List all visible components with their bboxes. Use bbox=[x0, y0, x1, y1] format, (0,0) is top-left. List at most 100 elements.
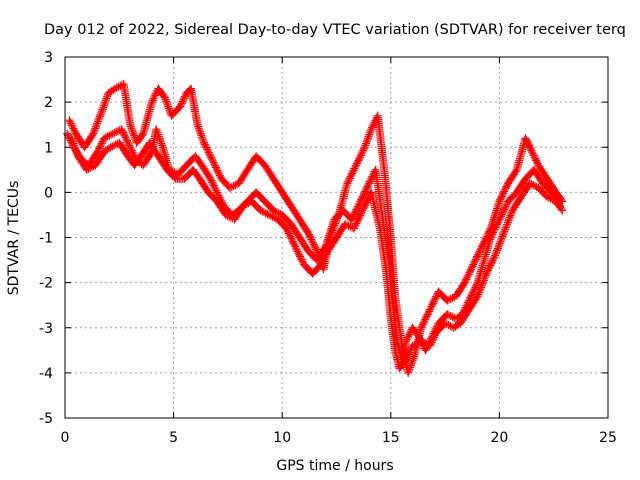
data-point bbox=[544, 193, 553, 202]
data-points bbox=[63, 80, 567, 377]
data-point bbox=[404, 368, 413, 377]
data-point bbox=[285, 231, 294, 240]
data-point bbox=[417, 337, 426, 346]
data-point bbox=[425, 307, 434, 316]
data-point bbox=[102, 94, 111, 103]
series-trace-c bbox=[67, 134, 567, 373]
data-point bbox=[290, 240, 299, 249]
data-point bbox=[495, 241, 504, 250]
data-point bbox=[95, 112, 104, 121]
data-point bbox=[287, 234, 296, 243]
data-point bbox=[121, 133, 130, 142]
data-point bbox=[499, 228, 508, 237]
data-point bbox=[477, 281, 486, 290]
data-point bbox=[480, 274, 489, 283]
chart-title: Day 012 of 2022, Sidereal Day-to-day VTE… bbox=[44, 22, 626, 38]
data-point bbox=[446, 312, 455, 321]
data-point bbox=[475, 288, 484, 297]
data-point bbox=[417, 323, 426, 332]
series-trace-b bbox=[65, 80, 567, 377]
data-point bbox=[67, 121, 76, 130]
data-point bbox=[155, 134, 164, 143]
data-point bbox=[483, 267, 492, 276]
data-point bbox=[309, 238, 318, 247]
data-point bbox=[363, 182, 372, 191]
data-point bbox=[123, 136, 132, 145]
data-point bbox=[100, 134, 109, 143]
data-point bbox=[194, 124, 203, 133]
data-point bbox=[127, 146, 136, 155]
data-point bbox=[494, 242, 503, 251]
data-point bbox=[208, 178, 217, 187]
data-point bbox=[181, 92, 190, 101]
data-point bbox=[73, 150, 82, 159]
data-point bbox=[532, 156, 541, 165]
data-point bbox=[466, 265, 475, 274]
data-point bbox=[349, 212, 358, 221]
data-point bbox=[529, 181, 538, 190]
data-point bbox=[525, 143, 534, 152]
data-point bbox=[148, 96, 157, 105]
data-point bbox=[120, 131, 129, 140]
data-point bbox=[123, 138, 132, 147]
data-point bbox=[364, 194, 373, 203]
data-point bbox=[97, 107, 106, 116]
data-point bbox=[160, 93, 169, 102]
data-point bbox=[485, 263, 494, 272]
data-point bbox=[479, 278, 488, 287]
data-point bbox=[499, 189, 508, 198]
data-point bbox=[363, 196, 372, 205]
data-point bbox=[362, 137, 371, 146]
data-point bbox=[342, 220, 351, 229]
data-point bbox=[333, 214, 342, 223]
data-point bbox=[409, 354, 418, 363]
data-point bbox=[491, 249, 500, 258]
data-point bbox=[110, 128, 119, 137]
data-point bbox=[69, 124, 78, 133]
data-point bbox=[210, 183, 219, 192]
data-point bbox=[357, 195, 366, 204]
data-point bbox=[507, 209, 516, 218]
data-point bbox=[196, 127, 205, 136]
data-point bbox=[497, 235, 506, 244]
data-point bbox=[213, 166, 222, 175]
data-point bbox=[360, 203, 369, 212]
data-point bbox=[292, 244, 301, 253]
data-point bbox=[413, 339, 422, 348]
data-point bbox=[502, 222, 511, 231]
data-point bbox=[365, 177, 374, 186]
data-point bbox=[327, 230, 336, 239]
data-point bbox=[506, 211, 515, 220]
x-tick-label: 20 bbox=[490, 430, 508, 446]
data-point bbox=[296, 254, 305, 263]
data-point bbox=[295, 252, 304, 261]
data-point bbox=[468, 262, 477, 271]
data-point bbox=[428, 336, 437, 345]
data-point bbox=[445, 311, 454, 320]
data-point bbox=[193, 120, 202, 129]
data-point bbox=[404, 332, 413, 341]
data-point bbox=[531, 182, 540, 191]
data-point bbox=[365, 130, 374, 139]
data-point bbox=[530, 153, 539, 162]
data-point bbox=[419, 318, 428, 327]
data-point bbox=[269, 206, 278, 215]
data-point bbox=[103, 132, 112, 141]
data-point bbox=[293, 247, 302, 256]
data-point bbox=[362, 198, 371, 207]
data-point bbox=[423, 310, 432, 319]
y-tick-label: -1 bbox=[39, 231, 53, 247]
data-point bbox=[101, 96, 110, 105]
data-point bbox=[548, 195, 557, 204]
data-point bbox=[84, 164, 93, 173]
data-point bbox=[341, 219, 350, 228]
data-point bbox=[288, 235, 297, 244]
data-point bbox=[405, 348, 414, 357]
data-point bbox=[119, 130, 128, 139]
data-point bbox=[95, 144, 104, 153]
data-point bbox=[500, 185, 509, 194]
data-point bbox=[367, 125, 376, 134]
data-point bbox=[445, 295, 454, 304]
data-point bbox=[448, 293, 457, 302]
data-point bbox=[270, 213, 279, 222]
